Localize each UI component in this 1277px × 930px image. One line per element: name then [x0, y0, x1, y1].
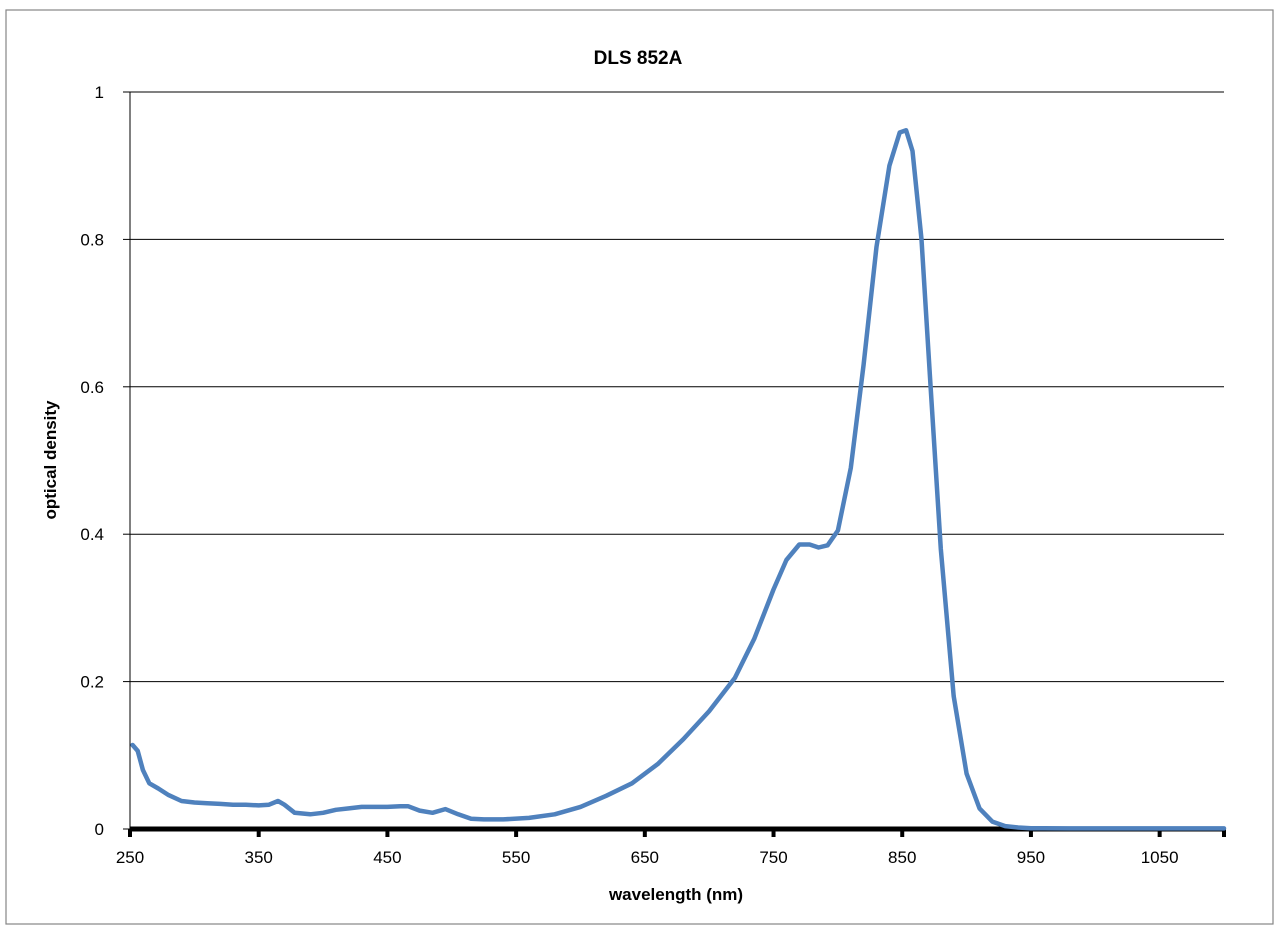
x-tick-label: 350: [245, 848, 273, 867]
x-axis-title: wavelength (nm): [608, 885, 743, 904]
y-tick-label: 0.6: [80, 378, 104, 397]
x-tick-label: 550: [502, 848, 530, 867]
chart-title: DLS 852A: [594, 48, 683, 69]
grid-lines: [130, 91, 1224, 683]
x-tick-label: 1050: [1141, 848, 1179, 867]
x-tick-label: 750: [759, 848, 787, 867]
x-tick-label: 850: [888, 848, 916, 867]
y-tick-label: 0.2: [80, 673, 104, 692]
series-layer: [130, 128, 1227, 831]
x-tick-label: 650: [631, 848, 659, 867]
y-tick-label: 0.4: [80, 525, 104, 544]
tick-labels: 0 0.2 0.4 0.6 0.8 1 250 350 450 550 650 750 850 950 10…: [80, 83, 1178, 867]
y-tick-label: 0: [95, 820, 104, 839]
y-axis-title: optical density: [41, 400, 60, 520]
y-tick-label: 1: [95, 83, 104, 102]
x-tick-label: 250: [116, 848, 144, 867]
x-tick-label: 450: [373, 848, 401, 867]
x-tick-label: 950: [1017, 848, 1045, 867]
y-tick-label: 0.8: [80, 230, 104, 249]
series-line: [130, 128, 1227, 831]
chart-border: [5, 9, 1274, 925]
